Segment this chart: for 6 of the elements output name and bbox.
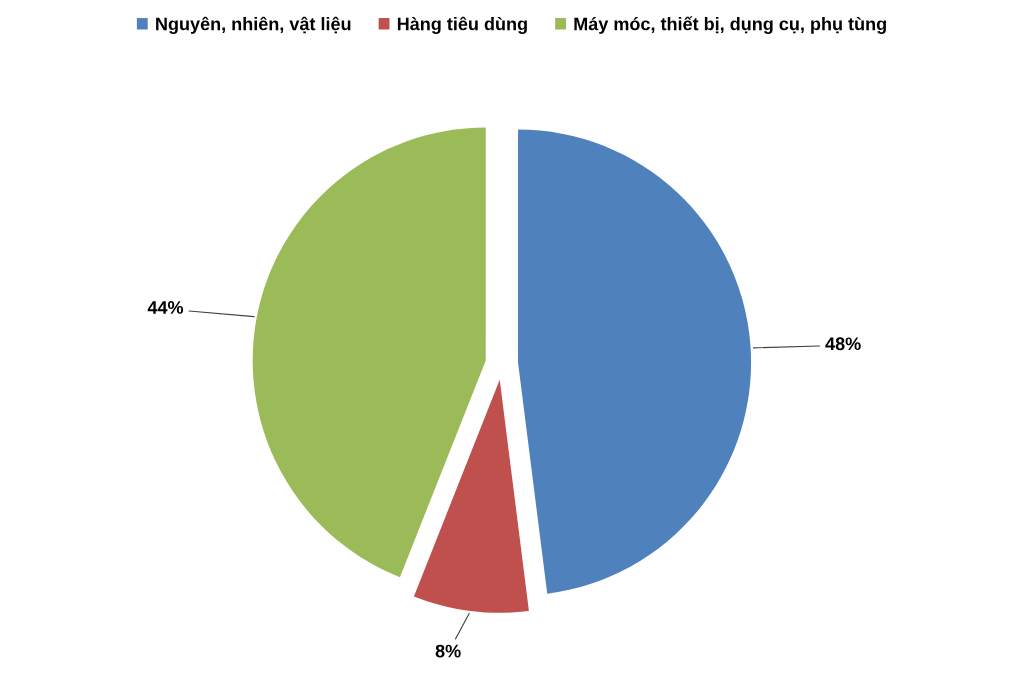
legend-label: Máy móc, thiết bị, dụng cụ, phụ tùng — [574, 16, 886, 34]
data-label: 8% — [435, 644, 461, 658]
data-label: 44% — [147, 301, 184, 314]
data-label: 48% — [825, 337, 861, 351]
legend-label: Nguyên, nhiên, vật liệu — [156, 16, 351, 34]
legend-label: Hàng tiêu dùng — [397, 16, 527, 34]
